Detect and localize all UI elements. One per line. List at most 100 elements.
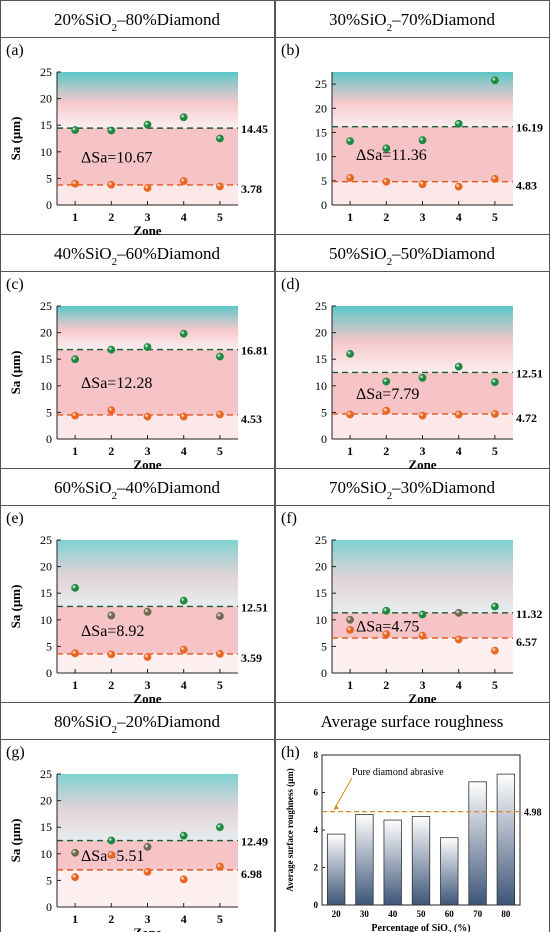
y-tick-label: 20: [40, 326, 52, 340]
title-part: –60%Diamond: [116, 244, 220, 263]
upper-point: [382, 377, 391, 386]
panel-title-box: [275, 0, 550, 38]
x-tick-label: 3: [420, 444, 426, 458]
y-tick-label: 20: [315, 560, 327, 574]
y-tick-label: 0: [321, 198, 327, 212]
upper-point: [490, 76, 499, 85]
y-tick-label: 5: [46, 171, 52, 185]
delta-label: ΔSa=10.67: [81, 150, 152, 167]
lower-point: [490, 646, 499, 655]
panel-letter: (e): [6, 510, 24, 527]
lower-mean-label: 4.72: [516, 411, 537, 425]
y-tick-label: 20: [315, 326, 327, 340]
x-tick-label: 2: [108, 210, 114, 224]
upper-point: [215, 134, 224, 143]
upper-mean-label: 12.49: [241, 835, 268, 849]
x-tick-label: 1: [72, 912, 78, 926]
lower-point: [346, 174, 354, 182]
upper-point: [143, 607, 152, 616]
title-subscript: 2: [387, 22, 393, 34]
bar: [355, 814, 374, 906]
x-tick-label: 4: [456, 678, 462, 692]
lower-mean-label: 4.53: [241, 412, 262, 426]
panel-title: 30%SiO2–70%Diamond: [329, 10, 496, 34]
bar: [468, 781, 487, 906]
upper-mean-label: 12.51: [241, 600, 268, 614]
lower-point: [418, 631, 427, 640]
y-tick-label: 25: [40, 767, 52, 781]
panel-letter: (b): [281, 42, 300, 59]
y-tick-label: 0: [321, 432, 327, 446]
y-tick-label: 10: [40, 847, 52, 861]
upper-band: [332, 72, 513, 127]
title-part: Average surface roughness: [321, 712, 504, 731]
y-tick-label: 15: [315, 125, 327, 139]
lower-point: [382, 177, 391, 186]
upper-point: [418, 136, 427, 145]
panel-title-box: [0, 0, 275, 38]
title-part: 40%SiO: [54, 244, 112, 263]
x-tick-label: 2: [383, 444, 389, 458]
title-subscript: 2: [112, 490, 118, 502]
upper-mean-label: 11.32: [516, 607, 542, 621]
lower-band: [57, 869, 238, 907]
panel-letter: (f): [281, 510, 297, 527]
upper-band: [332, 540, 513, 613]
y-tick-label: 25: [315, 533, 327, 547]
panel-g: 80%SiO2–20%Diamond(g)051015202512345Zone…: [6, 712, 268, 932]
lower-band: [57, 653, 238, 673]
reference-annotation: Pure diamond abrasive: [352, 767, 444, 778]
delta-label: ΔSa=12.28: [81, 375, 152, 392]
y-axis-label: Sa (μm): [8, 117, 23, 161]
lower-point: [107, 180, 116, 189]
upper-point: [215, 352, 224, 361]
lower-point: [454, 410, 463, 419]
lower-point: [71, 411, 79, 420]
upper-point: [179, 831, 188, 840]
lower-point: [143, 867, 152, 876]
lower-mean-label: 3.59: [241, 651, 262, 665]
upper-point: [346, 349, 354, 358]
upper-point: [179, 113, 188, 122]
y-tick-label: 25: [40, 299, 52, 313]
upper-point: [71, 126, 79, 134]
x-tick-label: 1: [347, 444, 353, 458]
title-part: –50%Diamond: [391, 244, 495, 263]
x-tick-label: 1: [72, 210, 78, 224]
lower-point: [490, 410, 499, 418]
y-axis-label: Sa (μm): [8, 351, 23, 395]
x-tick-label: 2: [108, 444, 114, 458]
y-tick-label: 10: [40, 145, 52, 159]
delta-label: ΔSa=7.79: [356, 386, 419, 403]
x-tick-label: 2: [383, 210, 389, 224]
panel-title-box: [275, 702, 550, 740]
lower-band-overlay: [57, 653, 238, 673]
upper-point: [346, 137, 354, 146]
y-tick-label: 0: [314, 900, 319, 910]
upper-point: [179, 596, 188, 605]
x-tick-label: 5: [217, 210, 223, 224]
title-part: 30%SiO: [329, 10, 387, 29]
y-tick-label: 25: [315, 77, 327, 91]
upper-band: [57, 540, 238, 607]
y-tick-label: 10: [315, 613, 327, 627]
y-tick-label: 6: [314, 788, 319, 798]
lower-point: [71, 179, 79, 188]
title-part: 70%SiO: [329, 478, 387, 497]
title-part: 20%SiO: [54, 10, 112, 29]
lower-point: [107, 406, 116, 415]
upper-band: [57, 774, 238, 841]
title-part: –70%Diamond: [391, 10, 495, 29]
y-tick-label: 10: [315, 150, 327, 164]
x-axis-label: Zone: [133, 691, 161, 706]
title-part: 50%SiO: [329, 244, 387, 263]
lower-band: [332, 638, 513, 673]
y-tick-label: 5: [46, 873, 52, 887]
y-tick-label: 20: [315, 101, 327, 115]
y-tick-label: 15: [315, 352, 327, 366]
x-tick-label: 5: [492, 444, 498, 458]
x-tick-label: 30: [360, 909, 370, 919]
panel-letter: (a): [6, 42, 24, 59]
